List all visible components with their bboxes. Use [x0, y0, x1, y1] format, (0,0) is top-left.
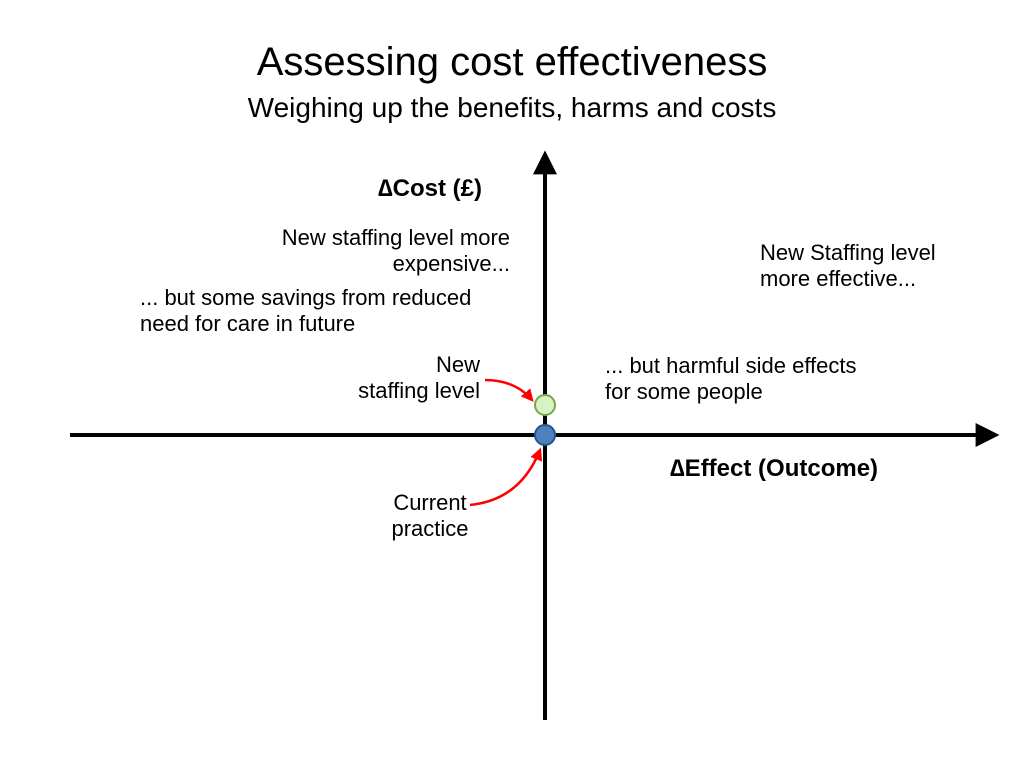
annotation-q1-harmful: ... but harmful side effectsfor some peo…	[605, 353, 925, 406]
annotation-q2-savings: ... but some savings from reducedneed fo…	[140, 285, 540, 338]
annotation-q1-effective: New Staffing levelmore effective...	[760, 240, 1000, 293]
diagram-stage: Assessing cost effectiveness Weighing up…	[0, 0, 1024, 768]
annotation-new-staffing: Newstaffing level	[340, 352, 480, 405]
y-axis-label: ∆Cost (£)	[378, 175, 482, 204]
annotation-q2-expensive: New staffing level moreexpensive...	[210, 225, 510, 278]
callout-arrow-current	[470, 450, 540, 505]
x-axis-label: ∆Effect (Outcome)	[670, 455, 878, 484]
point-new-staffing	[535, 395, 555, 415]
annotation-current-practice: Currentpractice	[380, 490, 480, 543]
callout-arrow-new	[485, 380, 532, 400]
point-current-practice	[535, 425, 555, 445]
